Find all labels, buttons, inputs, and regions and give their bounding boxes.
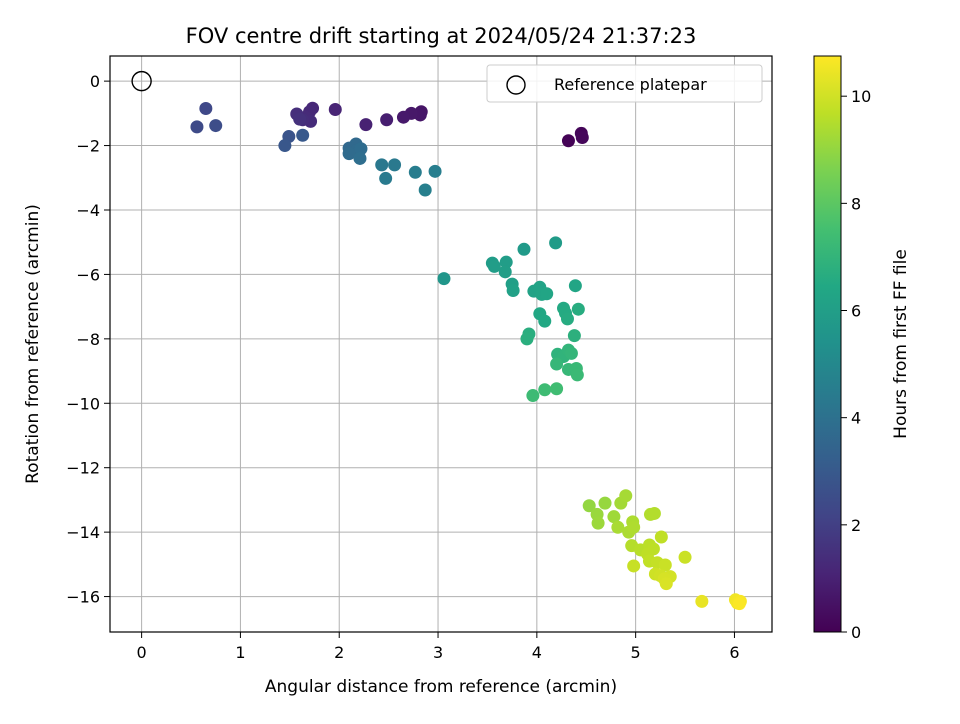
data-point xyxy=(611,520,625,534)
data-point xyxy=(571,302,585,316)
grid-lines xyxy=(110,56,772,632)
data-point xyxy=(296,128,310,142)
data-point xyxy=(353,151,367,165)
reference-marker xyxy=(131,70,152,92)
x-tick-label: 3 xyxy=(433,643,443,662)
data-point xyxy=(695,594,709,608)
data-point xyxy=(408,165,422,179)
colorbar-ticks: 0 2 4 6 8 10 xyxy=(841,87,871,642)
x-axis-ticks: 0 1 2 3 4 5 6 xyxy=(137,632,740,662)
data-point xyxy=(342,147,356,161)
data-point xyxy=(278,139,292,153)
colorbar-tick-label: 6 xyxy=(851,302,861,321)
y-tick-label: −2 xyxy=(76,137,100,156)
data-point xyxy=(293,112,307,126)
data-point xyxy=(487,259,501,273)
plot-frame xyxy=(109,55,773,633)
colorbar-label: Hours from first FF file xyxy=(891,249,911,439)
colorbar-tick-label: 0 xyxy=(851,623,861,642)
data-point xyxy=(209,119,223,133)
data-point xyxy=(359,118,373,132)
data-points xyxy=(190,101,747,611)
y-tick-label: −10 xyxy=(66,394,100,413)
data-point xyxy=(654,530,668,544)
y-tick-label: −4 xyxy=(76,201,100,220)
legend: Reference platepar xyxy=(486,64,763,103)
data-point xyxy=(428,164,442,178)
colorbar-tick-label: 4 xyxy=(851,409,861,428)
data-point xyxy=(607,510,621,524)
data-point xyxy=(538,314,552,328)
data-point xyxy=(396,110,410,124)
data-point xyxy=(570,368,584,382)
x-tick-label: 6 xyxy=(729,643,739,662)
data-point xyxy=(732,597,746,611)
y-axis-label: Rotation from reference (arcmin) xyxy=(23,204,43,484)
y-tick-label: −14 xyxy=(66,523,100,542)
data-point xyxy=(658,558,672,572)
data-point xyxy=(499,255,513,269)
colorbar-tick-label: 10 xyxy=(851,87,871,106)
y-tick-label: −12 xyxy=(66,459,100,478)
data-point xyxy=(538,383,552,397)
y-tick-label: −6 xyxy=(76,265,100,284)
x-axis-label: Angular distance from reference (arcmin) xyxy=(265,677,617,697)
data-point xyxy=(190,120,204,134)
data-point xyxy=(526,389,540,403)
legend-box xyxy=(486,64,763,103)
data-point xyxy=(354,142,368,156)
data-point xyxy=(598,496,612,510)
data-point xyxy=(591,516,605,530)
colorbar-tick-label: 2 xyxy=(851,516,861,535)
data-point xyxy=(659,577,673,591)
chart-title: FOV centre drift starting at 2024/05/24 … xyxy=(186,24,697,48)
data-point xyxy=(678,550,692,564)
data-point xyxy=(520,332,534,346)
data-point xyxy=(568,279,582,293)
legend-entry: Reference platepar xyxy=(554,75,707,94)
reference-marker-group xyxy=(131,70,152,92)
data-point xyxy=(549,236,563,250)
data-point xyxy=(627,520,641,534)
data-point xyxy=(564,346,578,360)
data-point xyxy=(506,284,520,298)
data-point xyxy=(380,113,394,127)
data-point xyxy=(388,158,402,172)
data-point xyxy=(517,242,531,256)
colorbar-gradient xyxy=(813,55,842,633)
data-point xyxy=(550,357,564,371)
colorbar-tick-label: 8 xyxy=(851,194,861,213)
data-point xyxy=(550,382,564,396)
data-point xyxy=(437,272,451,286)
x-tick-label: 2 xyxy=(334,643,344,662)
data-point xyxy=(328,102,342,116)
x-tick-label: 0 xyxy=(137,643,147,662)
data-point xyxy=(418,183,432,197)
legend-marker xyxy=(506,75,526,95)
data-point xyxy=(561,134,575,148)
x-tick-label: 5 xyxy=(631,643,641,662)
data-point xyxy=(540,287,554,301)
y-tick-label: −8 xyxy=(76,330,100,349)
y-axis-ticks: 0 −2 −4 −6 −8 −10 −12 −14 −16 xyxy=(66,72,110,607)
data-point xyxy=(498,265,512,279)
data-point xyxy=(619,489,633,503)
x-tick-label: 1 xyxy=(235,643,245,662)
data-point xyxy=(582,499,596,513)
data-point xyxy=(575,131,589,145)
data-point xyxy=(379,171,393,185)
data-point xyxy=(647,506,661,520)
data-point xyxy=(560,312,574,326)
data-point xyxy=(199,102,213,116)
colorbar: 0 2 4 6 8 10 Hours from first FF file xyxy=(813,55,911,642)
y-tick-label: −16 xyxy=(66,588,100,607)
data-point xyxy=(375,158,389,172)
data-point xyxy=(567,329,581,343)
x-tick-label: 4 xyxy=(532,643,542,662)
y-tick-label: 0 xyxy=(90,72,100,91)
data-point xyxy=(627,559,641,573)
